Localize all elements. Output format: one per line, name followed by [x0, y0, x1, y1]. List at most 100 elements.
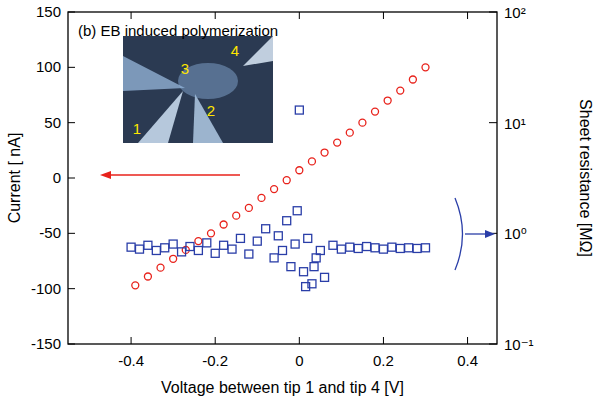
y-tick-label: 0 [53, 169, 61, 186]
circle-point [346, 129, 353, 136]
square-point [253, 237, 261, 245]
circle-point [409, 76, 416, 83]
x-tick [383, 337, 384, 344]
square-point [245, 250, 253, 258]
square-point [136, 245, 144, 253]
square-point [304, 234, 312, 242]
circle-point [359, 119, 366, 126]
square-point [211, 249, 219, 257]
square-point [346, 243, 354, 251]
circle-point [271, 186, 278, 193]
tip [138, 91, 183, 143]
circle-point [321, 149, 328, 156]
inset-label: 3 [181, 60, 189, 77]
circle-point [144, 273, 151, 280]
circle-point [296, 167, 303, 174]
inset-label: 1 [133, 120, 141, 137]
y2-axis-title: Sheet resistance [MΩ] [577, 99, 594, 257]
square-point [203, 239, 211, 247]
circle-point [422, 64, 429, 71]
square-point [270, 254, 278, 262]
square-point [274, 232, 282, 240]
x-tick [299, 12, 300, 19]
y-tick-label: -150 [31, 335, 61, 352]
square-point [422, 244, 430, 252]
circle-point [233, 212, 240, 219]
circle-point [372, 108, 379, 115]
square-point [337, 245, 345, 253]
plot-frame [68, 12, 497, 344]
square-point [194, 246, 202, 254]
x-tick [383, 12, 384, 19]
y2-tick [489, 344, 497, 345]
y-tick [68, 12, 75, 13]
inset-image: 1234 [123, 36, 273, 143]
y2-tick-label: 10¹ [504, 115, 526, 132]
square-point [262, 225, 270, 233]
inset-label: 4 [231, 42, 239, 59]
y2-tick [489, 12, 497, 13]
y-axis-title: Current [ nA] [6, 133, 23, 224]
circle-point [397, 87, 404, 94]
tip [243, 36, 273, 66]
square-point [161, 244, 169, 252]
square-point [127, 243, 135, 251]
x-axis-title: Voltage between tip 1 and tip 4 [V] [161, 379, 404, 396]
x-tick [467, 12, 468, 19]
y-tick-label: 150 [36, 3, 61, 20]
square-point [236, 234, 244, 242]
y-tick-label: -100 [31, 280, 61, 297]
square-point [295, 106, 303, 114]
x-tick [131, 12, 132, 19]
square-point [405, 244, 413, 252]
axis-arrow-head [100, 171, 111, 179]
circle-point [220, 221, 227, 228]
square-point [291, 240, 299, 248]
square-point [300, 268, 308, 276]
circle-point [334, 139, 341, 146]
square-point [293, 207, 301, 215]
square-point [169, 240, 177, 248]
square-point [379, 245, 387, 253]
square-point [302, 283, 310, 291]
square-point [279, 246, 287, 254]
square-point [310, 263, 318, 271]
circle-point [283, 177, 290, 184]
square-point [329, 241, 337, 249]
y2-tick-label: 10⁰ [504, 225, 527, 242]
square-point [321, 273, 329, 281]
square-point [144, 241, 152, 249]
x-tick [131, 337, 132, 344]
square-point [220, 241, 228, 249]
circle-point [384, 97, 391, 104]
square-point [152, 246, 160, 254]
chart: -0.4-0.200.20.4-150-100-5005010015010⁻¹1… [0, 0, 598, 408]
y-tick-label: 50 [44, 114, 61, 131]
circle-point [170, 255, 177, 262]
y-tick-label: 100 [36, 58, 61, 75]
y-tick [68, 122, 75, 123]
y2-tick-label: 10⁻¹ [504, 336, 534, 353]
circle-point [245, 204, 252, 211]
axis-arrow-head [485, 230, 495, 238]
bracket [455, 198, 463, 270]
square-point [413, 244, 421, 252]
square-point [396, 244, 404, 252]
square-point [186, 243, 194, 251]
x-tick [299, 337, 300, 344]
y-tick-label: -50 [39, 224, 61, 241]
y-tick [68, 288, 75, 289]
square-point [283, 217, 291, 225]
x-tick-label: -0.4 [118, 352, 144, 369]
square-point [363, 243, 371, 251]
circle-point [195, 238, 202, 245]
circle-point [208, 230, 215, 237]
tip [123, 56, 185, 91]
panel-title: (b) EB induced polymerization [78, 22, 278, 39]
circle-point [258, 194, 265, 201]
y-tick [68, 344, 75, 345]
x-tick [215, 337, 216, 344]
tip [193, 94, 223, 143]
y2-tick [489, 122, 497, 123]
y-tick [68, 178, 75, 179]
